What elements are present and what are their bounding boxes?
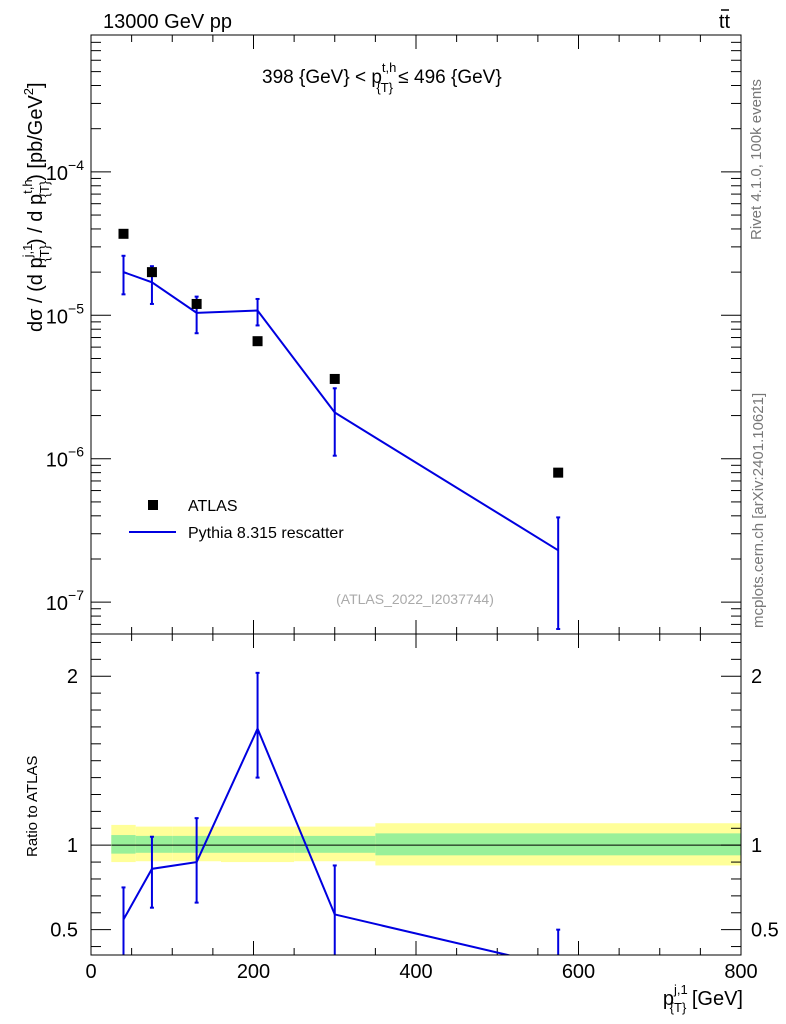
- atlas-data-point: [252, 336, 263, 347]
- x-axis-label: pj,1 {T} [GeV]: [663, 982, 743, 1015]
- atlas-data-point: [146, 267, 157, 278]
- main-y-axis-label: dσ / (d pj,1 {T}) / d pt,h {T}) [pb/GeV2]: [20, 82, 52, 332]
- main-y-tick-label: 10−7: [46, 587, 84, 615]
- atlas-data-point: [329, 373, 340, 384]
- legend-atlas-marker: [148, 500, 158, 510]
- ratio-band-inner: [135, 835, 173, 853]
- ratio-band-inner: [294, 835, 376, 853]
- ratio-y-tick-label-right: 1: [751, 835, 762, 857]
- main-series: [118, 228, 564, 631]
- pythia-line: [123, 271, 559, 552]
- main-axis-ticks: [90, 35, 742, 635]
- ratio-series: [121, 671, 561, 955]
- header-energy-label: 13000 GeV pp: [103, 11, 232, 33]
- atlas-data-point: [191, 298, 202, 309]
- ratio-panel: 0.5 0.51 12 2 0 200 400 600 800 Ratio to ATLAS …: [24, 633, 779, 1015]
- atlas-data-point: [118, 228, 129, 239]
- ratio-band-inner: [221, 835, 295, 853]
- x-tick-label: 800: [724, 961, 757, 983]
- ratio-y-tick-label: 1: [67, 835, 78, 857]
- x-tick-label: 600: [562, 961, 595, 983]
- ratio-y-tick-label: 2: [67, 666, 78, 688]
- ratio-x-tick-labels: 0 200 400 600 800: [85, 961, 757, 983]
- main-y-tick-label: 10−4: [46, 157, 84, 185]
- ratio-y-axis-label: Ratio to ATLAS: [24, 756, 41, 857]
- side-mcplots-label: mcplots.cern.ch [arXiv:2401.10621]: [750, 393, 767, 628]
- legend-atlas-label: ATLAS: [188, 498, 238, 515]
- side-rivet-label: Rivet 4.1.0, 100k events: [748, 79, 765, 240]
- ratio-band-inner: [375, 833, 741, 856]
- ratio-band-inner: [111, 835, 136, 854]
- main-y-tick-labels: 10−7 10−6 10−5 10−4: [46, 157, 84, 615]
- main-frame: [90, 34, 742, 635]
- header-process-label: tt: [719, 11, 731, 33]
- ratio-line: [122, 726, 513, 955]
- legend: ATLAS Pythia 8.315 rescatter: [129, 498, 344, 542]
- main-y-tick-label: 10−5: [46, 300, 84, 328]
- ratio-y-tick-label-right: 2: [751, 666, 762, 688]
- ratio-frame: [90, 633, 742, 956]
- ratio-y-tick-labels: 0.5 0.5 1 1 2 2: [50, 666, 779, 941]
- ratio-y-tick-label-right: 0.5: [751, 920, 779, 942]
- main-panel: 10−7 10−6 10−5 10−4 398 {GeV} < pt,h {T} ≤ 4…: [20, 34, 742, 635]
- atlas-data-point: [553, 467, 564, 478]
- legend-pythia-label: Pythia 8.315 rescatter: [188, 525, 344, 542]
- x-tick-label: 200: [237, 961, 270, 983]
- analysis-watermark: (ATLAS_2022_I2037744): [336, 591, 494, 607]
- main-title: 398 {GeV} < pt,h {T} ≤ 496 {GeV}: [262, 60, 502, 95]
- x-tick-label: 0: [85, 961, 96, 983]
- x-tick-label: 400: [399, 961, 432, 983]
- ratio-axis-ticks: [90, 634, 742, 955]
- ratio-y-tick-label: 0.5: [50, 920, 78, 942]
- main-y-tick-label: 10−6: [46, 444, 84, 472]
